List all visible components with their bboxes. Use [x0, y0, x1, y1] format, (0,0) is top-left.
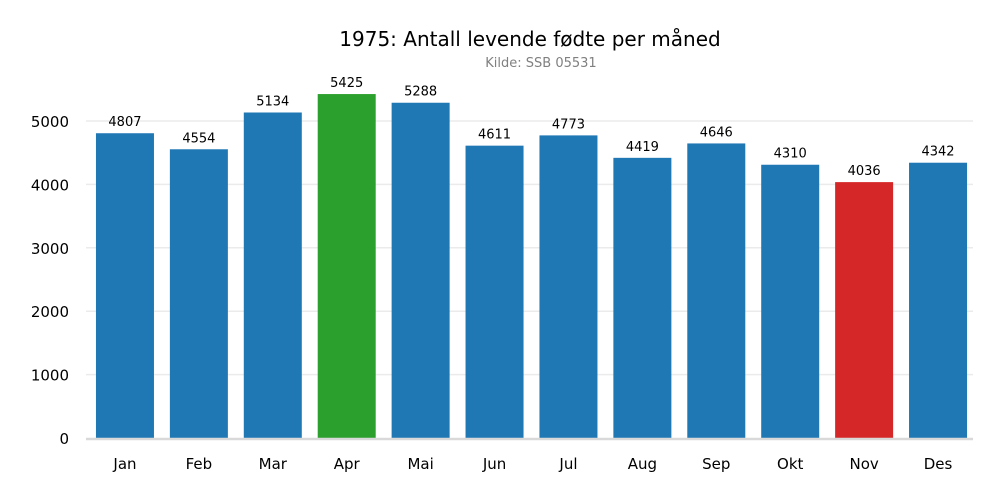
bar-feb [169, 149, 228, 438]
x-tick-label: Jun [482, 455, 506, 473]
data-label: 4419 [626, 140, 659, 155]
bar-nov [835, 182, 894, 438]
gridlines [86, 120, 973, 376]
bar-des [909, 162, 968, 438]
x-tick-label: Apr [334, 455, 361, 473]
y-tick-label: 4000 [31, 176, 69, 194]
x-tick-label: Sep [702, 455, 730, 473]
chart-title: 1975: Antall levende fødte per måned [339, 27, 720, 51]
x-tick-label: Jan [112, 455, 136, 473]
x-tick-label: Feb [186, 455, 213, 473]
y-tick-label: 3000 [31, 240, 69, 258]
y-tick-label: 5000 [31, 113, 69, 131]
bar-sep [687, 143, 746, 438]
x-tick-label: Aug [628, 455, 657, 473]
bar-mai [391, 102, 450, 439]
data-labels: 4807 4554 5134 5425 5288 4611 4773 4419 4646 4310… [108, 76, 954, 179]
data-label: 4554 [182, 131, 215, 146]
x-tick-label: Nov [849, 455, 878, 473]
bars [95, 94, 968, 439]
x-axis: Jan Feb Mar Apr Mai Jun Jul Aug Sep Okt Nov Des [86, 437, 973, 473]
y-axis: 0 1000 2000 3000 4000 5000 [31, 113, 69, 448]
x-tick-label: Jul [558, 455, 577, 473]
chart-subtitle: Kilde: SSB 05531 [485, 56, 596, 71]
bar-jun [465, 145, 524, 438]
data-label: 4310 [774, 147, 807, 162]
bar-aug [613, 157, 672, 439]
data-label: 5134 [256, 95, 289, 110]
data-label: 5288 [404, 85, 437, 100]
data-label: 4342 [921, 145, 954, 160]
data-label: 4773 [552, 117, 585, 132]
x-tick-label: Mar [259, 455, 288, 473]
bar-jan [95, 133, 154, 438]
x-tick-label: Okt [777, 455, 803, 473]
data-label: 4036 [848, 164, 881, 179]
bar-apr [317, 94, 376, 439]
y-tick-label: 0 [59, 430, 69, 448]
data-label: 5425 [330, 76, 363, 91]
x-tick-label: Mai [407, 455, 433, 473]
y-tick-label: 2000 [31, 303, 69, 321]
x-tick-label: Des [924, 455, 953, 473]
bar-okt [761, 164, 820, 438]
data-label: 4807 [108, 115, 141, 130]
data-label: 4611 [478, 128, 511, 143]
bar-mar [243, 112, 302, 439]
bar-jul [539, 135, 598, 439]
data-label: 4646 [700, 125, 733, 140]
y-tick-label: 1000 [31, 367, 69, 385]
